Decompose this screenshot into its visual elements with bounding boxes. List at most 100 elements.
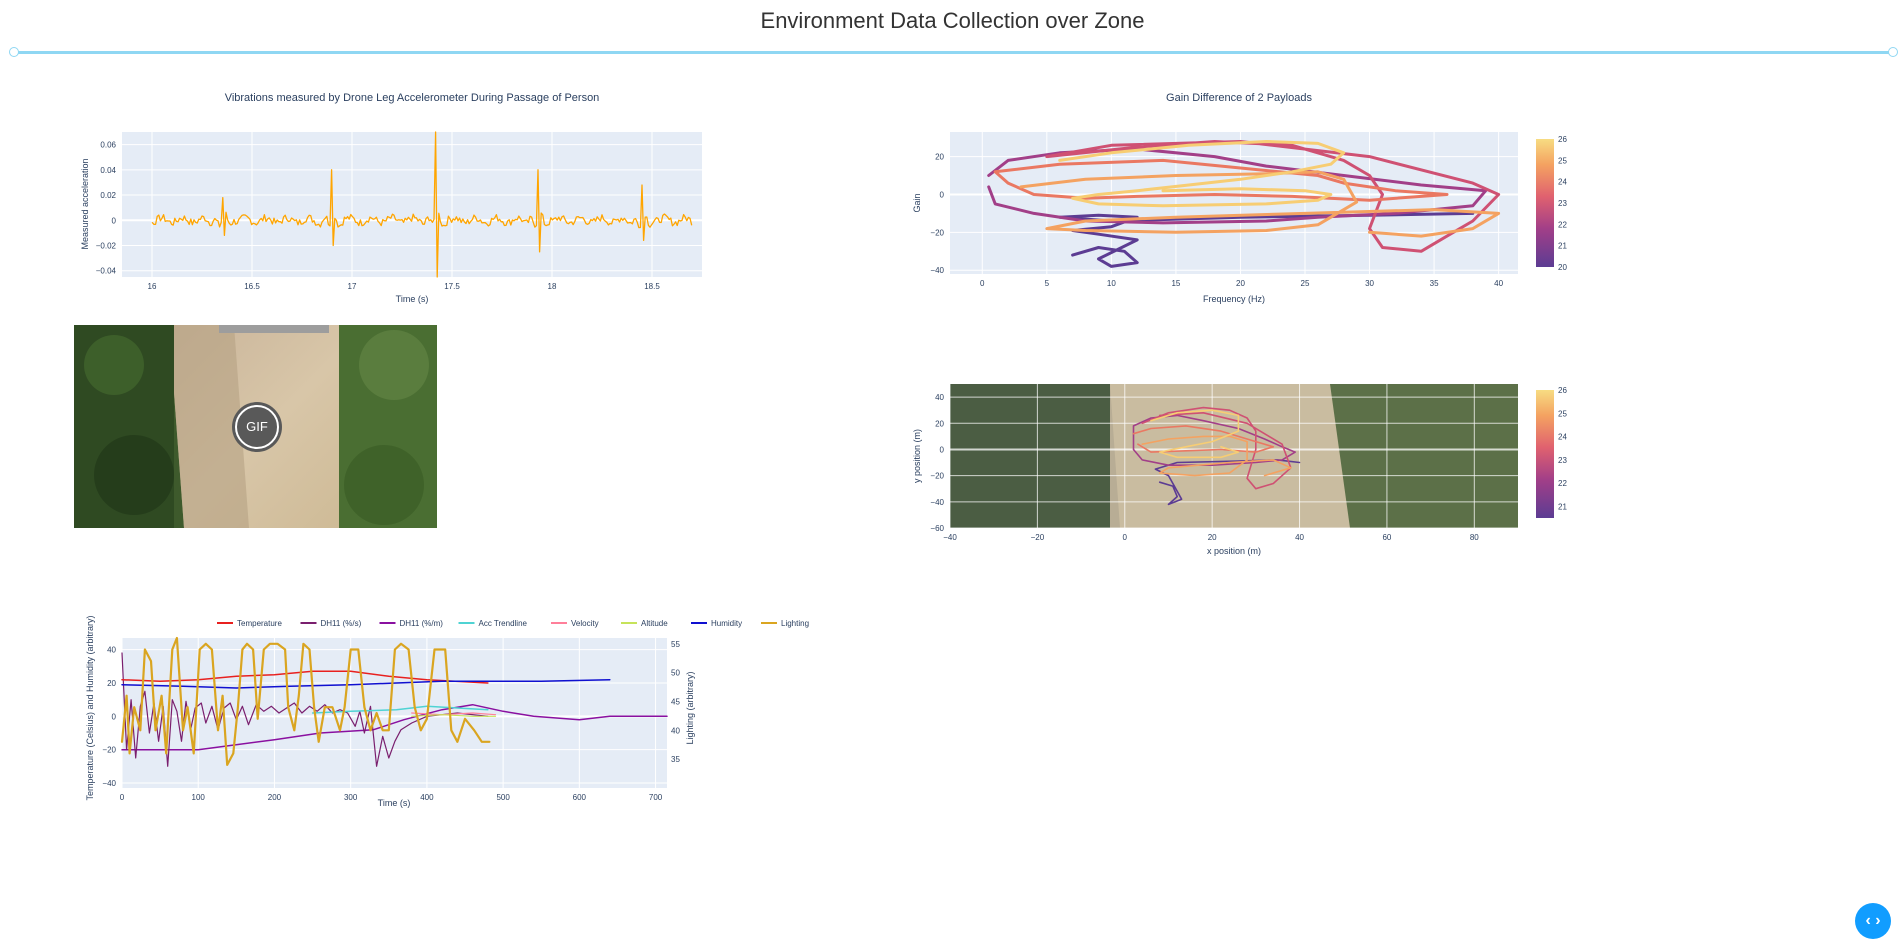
legend-item[interactable]: Temperature: [217, 619, 282, 628]
gain-x-tick-label: 5: [1045, 279, 1050, 288]
legend-item[interactable]: DH11 (%/m): [379, 619, 444, 628]
environment-lighting-line: [120, 636, 491, 766]
vibration-x-tick-label: 17: [348, 282, 357, 291]
gain-x-tick-label: 15: [1171, 279, 1180, 288]
legend-item[interactable]: DH11 (%/s): [300, 619, 362, 628]
vibration-y-tick-label: 0.06: [100, 141, 116, 150]
position-x-tick-label: 60: [1382, 533, 1391, 542]
gain-colorbar-tick: 21: [1558, 242, 1567, 251]
vibration-plot-title: Vibrations measured by Drone Leg Acceler…: [225, 92, 600, 104]
legend-item[interactable]: Lighting: [761, 619, 809, 628]
environment-y2-tick-label: 40: [671, 726, 680, 735]
position-y-tick-label: −40: [930, 498, 944, 507]
page-title: Environment Data Collection over Zone: [760, 8, 1145, 33]
vibration-x-axis-label: Time (s): [396, 294, 429, 304]
vibration-x-tick-label: 17.5: [444, 282, 460, 291]
range-slider-left-handle[interactable]: [9, 47, 19, 57]
environment-y2-tick-label: 55: [671, 640, 680, 649]
legend-label: Altitude: [641, 619, 668, 628]
legend-label: Lighting: [781, 619, 809, 628]
gain-colorbar-tick: 25: [1558, 156, 1567, 165]
environment-x-tick-label: 300: [344, 793, 358, 802]
position-x-tick-label: −20: [1031, 533, 1045, 542]
environment-plot[interactable]: Temperature DH11 (%/s) DH11 (%/m) Acc Trend…: [0, 612, 809, 812]
gain-trace-5: [1058, 140, 1346, 208]
legend-item[interactable]: Acc Trendline: [458, 619, 528, 628]
gain-colorbar-tick: 26: [1558, 135, 1567, 144]
vibration-y-tick-label: −0.04: [96, 267, 117, 276]
environment-plot-marks: 0 100 200 300 400 500 600 70040200−20−405550454…: [102, 636, 680, 802]
legend-item[interactable]: Velocity: [551, 619, 599, 628]
environment-x-tick-label: 400: [420, 793, 434, 802]
gain-x-tick-label: 35: [1430, 279, 1439, 288]
gain-y-axis-label: Gain: [912, 193, 922, 212]
environment-x-tick-label: 200: [268, 793, 282, 802]
position-colorbar-tick: 25: [1558, 409, 1567, 418]
environment-y2-tick-label: 50: [671, 669, 680, 678]
environment-y-tick-label: −20: [102, 746, 116, 755]
gif-play-button[interactable]: GIF: [235, 405, 279, 449]
position-trace-5: [1150, 409, 1240, 459]
legend-label: Acc Trendline: [479, 619, 528, 628]
vibration-plot-area[interactable]: [122, 132, 702, 277]
environment-x-axis-label: Time (s): [378, 798, 411, 808]
vibration-acceleration-line: [151, 131, 693, 278]
gain-trace-3: [993, 158, 1449, 202]
code-icon[interactable]: ‹ ›: [1855, 903, 1891, 939]
gain-trace-2: [1045, 140, 1501, 253]
legend-label: DH11 (%/m): [400, 619, 444, 628]
position-x-tick-label: −40: [943, 533, 957, 542]
position-x-tick-label: 0: [1123, 533, 1128, 542]
position-trace-2: [1141, 406, 1292, 490]
position-y-tick-label: 20: [935, 419, 944, 428]
legend-label: Temperature: [237, 619, 282, 628]
position-y-tick-label: −60: [930, 524, 944, 533]
gain-x-tick-label: 0: [980, 279, 985, 288]
position-colorbar-tick: 21: [1558, 502, 1567, 511]
position-trace-1: [1132, 414, 1296, 466]
legend-item[interactable]: Humidity: [691, 619, 742, 628]
position-y-tick-label: 0: [940, 445, 945, 454]
range-slider-track[interactable]: [12, 51, 1892, 54]
legend-label: DH11 (%/s): [321, 619, 362, 628]
environment-y2-axis-label: Lighting (arbitrary): [685, 671, 695, 744]
position-y-tick-label: −20: [930, 472, 944, 481]
environment-dh11-m-line: [121, 703, 668, 751]
position-colorbar-tick: 22: [1558, 479, 1567, 488]
field-aerial-gif[interactable]: GIF: [74, 325, 437, 528]
vibration-plot-marks: 16 16.5 17 17.5 18 18.5 0.06 0.04 0.02 0 −0.02 −0.0…: [96, 131, 702, 291]
gain-y-tick-label: 0: [940, 190, 945, 199]
gain-x-tick-label: 20: [1236, 279, 1245, 288]
vibration-x-tick-label: 16.5: [244, 282, 260, 291]
vibration-y-tick-label: 0.04: [100, 166, 116, 175]
environment-x-tick-label: 700: [649, 793, 663, 802]
gain-colorbar: 20 21 22 23 24 25 26: [1536, 135, 1567, 272]
range-slider-right-handle[interactable]: [1888, 47, 1898, 57]
gain-colorbar-tick: 23: [1558, 199, 1567, 208]
environment-y-axis-label: Temperature (Celsius) and Humidity (arbi…: [85, 615, 95, 800]
vibration-x-tick-label: 16: [148, 282, 157, 291]
legend-item[interactable]: Altitude: [621, 619, 668, 628]
gain-x-axis-label: Frequency (Hz): [1203, 294, 1265, 304]
environment-y-tick-label: 20: [107, 679, 116, 688]
position-plot[interactable]: −40 −20 0 20 40 60 80 40 20 0 −20 −40 −60 x position…: [880, 380, 1600, 570]
gain-plot[interactable]: Gain Difference of 2 Payloads 0 5 10 15 20 25…: [880, 82, 1600, 312]
legend-label: Humidity: [711, 619, 742, 628]
gain-plot-title: Gain Difference of 2 Payloads: [1166, 92, 1312, 104]
gain-colorbar-tick: 24: [1558, 178, 1567, 187]
position-y-tick-label: 40: [935, 393, 944, 402]
gain-y-tick-label: −20: [930, 228, 944, 237]
vibration-plot[interactable]: Vibrations measured by Drone Leg Acceler…: [0, 82, 720, 312]
environment-x-tick-label: 600: [573, 793, 587, 802]
vibration-x-tick-label: 18.5: [644, 282, 660, 291]
gain-colorbar-gradient: [1536, 139, 1554, 267]
environment-x-tick-label: 100: [192, 793, 206, 802]
vibration-x-tick-label: 18: [548, 282, 557, 291]
environment-legend[interactable]: Temperature DH11 (%/s) DH11 (%/m) Acc Trend…: [217, 619, 809, 628]
environment-dh11-s-line: [121, 652, 489, 767]
environment-y-tick-label: −40: [102, 779, 116, 788]
environment-y-tick-label: 0: [112, 712, 117, 721]
position-colorbar-tick: 24: [1558, 433, 1567, 442]
gain-x-tick-label: 10: [1107, 279, 1116, 288]
